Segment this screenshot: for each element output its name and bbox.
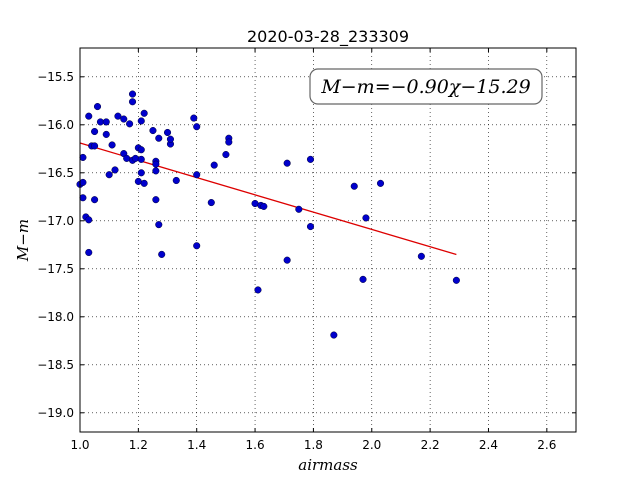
data-point [85, 216, 93, 224]
x-tick-label: 1.4 [187, 438, 206, 452]
data-point [190, 114, 198, 122]
data-point [93, 103, 102, 111]
data-point [207, 199, 215, 207]
data-point [155, 134, 163, 142]
x-tick-label: 1.8 [304, 438, 323, 452]
data-point [452, 276, 460, 284]
data-point [193, 123, 201, 131]
data-point [283, 256, 291, 264]
data-point [359, 275, 367, 283]
y-tick-label: −17.0 [37, 214, 74, 228]
data-point [85, 248, 93, 257]
y-tick-label: −16.5 [37, 166, 74, 180]
annotation-frame [309, 68, 543, 105]
data-point [295, 205, 303, 213]
data-point [128, 98, 137, 106]
fit-annotation-box: M−m=−0.90χ−15.29 [309, 68, 543, 105]
data-point [152, 167, 160, 175]
x-tick-label: 2.0 [362, 438, 381, 452]
x-tick-label: 2.2 [421, 438, 440, 452]
data-point [172, 176, 180, 185]
data-point [114, 112, 122, 120]
data-point [131, 154, 139, 162]
data-point [137, 117, 145, 125]
x-tick-label: 1.0 [70, 438, 89, 452]
data-point [120, 115, 128, 123]
data-point [362, 214, 370, 222]
data-point [102, 118, 110, 126]
grid-lines [79, 48, 576, 432]
data-point [140, 109, 148, 117]
data-point [137, 146, 145, 154]
y-tick-label: −17.5 [37, 262, 74, 276]
y-tick-label: −16.0 [37, 118, 74, 132]
data-point [306, 223, 315, 231]
data-points [76, 90, 460, 339]
data-point [210, 161, 218, 169]
data-point [350, 182, 358, 190]
data-point [79, 153, 87, 161]
data-point [126, 120, 134, 128]
x-tick-label: 1.6 [246, 438, 265, 452]
data-point [140, 179, 148, 187]
data-point [137, 169, 145, 177]
axis-ticks: 1.0 1.2 1.4 1.6 1.8 2.0 2.2 2.4 2.6 −15.5 −16.0 −16… [37, 48, 576, 452]
data-point [283, 159, 291, 167]
data-point [91, 196, 99, 204]
data-point [166, 135, 174, 143]
data-point [306, 155, 315, 163]
y-tick-label: −15.5 [37, 70, 74, 84]
data-point [260, 202, 268, 210]
chart-title: 2020-03-28_233309 [247, 27, 409, 47]
y-tick-label: −19.0 [37, 406, 74, 420]
x-tick-label: 2.4 [479, 438, 498, 452]
data-point [105, 171, 113, 179]
data-point [128, 90, 137, 98]
data-point [193, 171, 201, 179]
data-point [158, 250, 166, 258]
y-tick-label: −18.5 [37, 358, 74, 372]
data-point [155, 221, 163, 229]
data-point [149, 127, 157, 135]
data-point [102, 130, 110, 138]
data-point [152, 160, 160, 168]
x-tick-label: 2.6 [537, 438, 556, 452]
data-point [79, 178, 87, 186]
data-point [85, 112, 93, 120]
data-point [137, 155, 145, 163]
y-tick-label: −18.0 [37, 310, 74, 324]
x-tick-label: 1.2 [129, 438, 148, 452]
data-point [225, 138, 233, 146]
y-axis-label: M−m [14, 219, 32, 262]
data-point [111, 166, 119, 174]
data-point [376, 179, 385, 187]
data-point [152, 196, 160, 204]
data-point [417, 252, 425, 260]
data-point [193, 242, 201, 250]
data-point [163, 128, 172, 137]
data-point [79, 194, 87, 202]
plot-frame [79, 47, 577, 433]
data-point [222, 151, 230, 159]
data-point [254, 286, 262, 294]
x-axis-label: airmass [298, 456, 358, 474]
data-point [91, 127, 99, 136]
data-point [108, 141, 116, 149]
fit-equation-text: M−m=−0.90χ−15.29 [320, 76, 530, 98]
data-point [330, 331, 338, 339]
data-point [91, 142, 99, 150]
